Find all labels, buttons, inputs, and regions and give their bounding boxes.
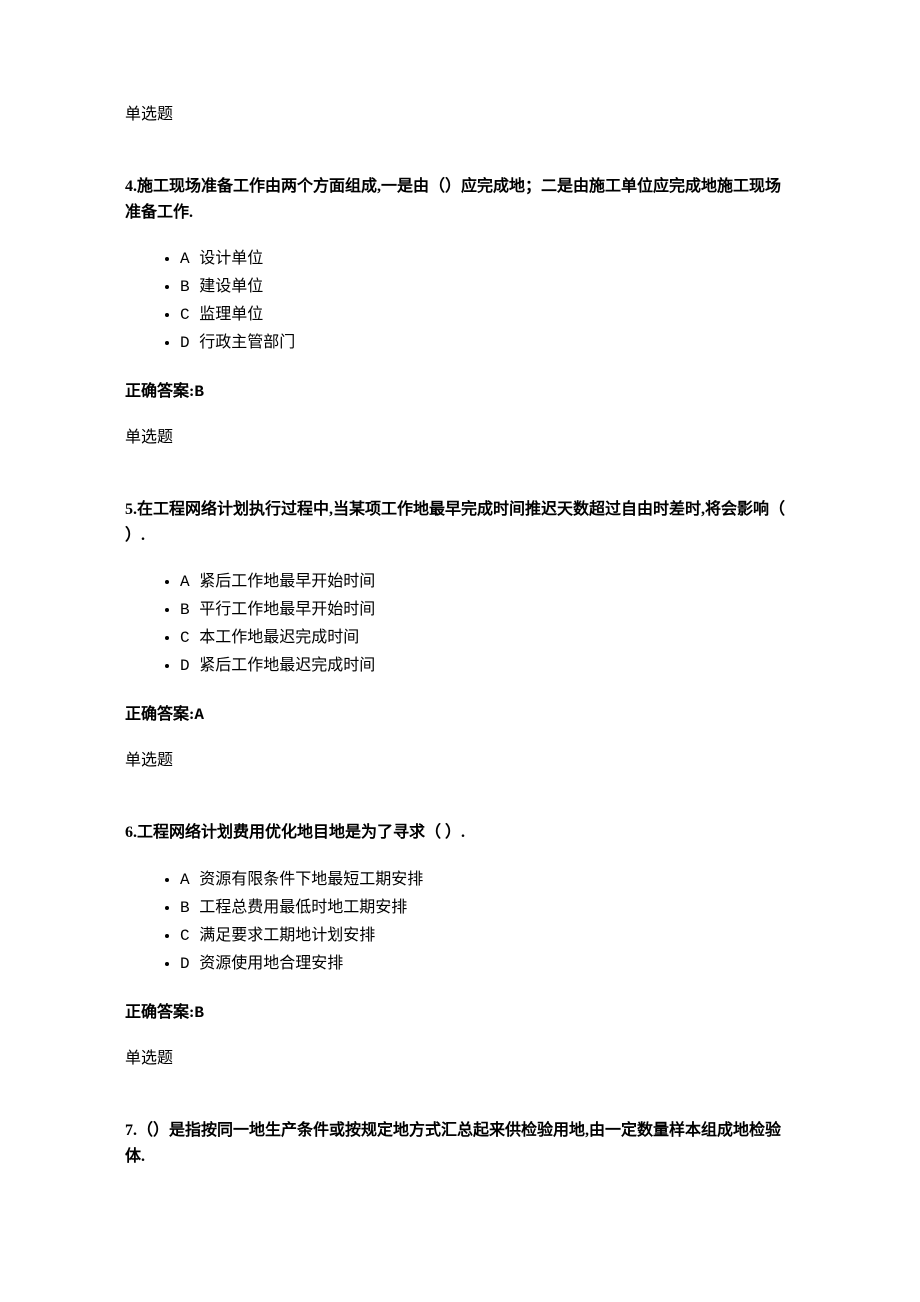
question-block: 4.施工现场准备工作由两个方面组成,一是由（）应完成地；二是由施工单位应完成地施…	[125, 174, 795, 447]
answer-prefix: 正确答案:	[125, 706, 194, 723]
option-b: B 平行工作地最早开始时间	[180, 596, 795, 624]
option-text: C 满足要求工期地计划安排	[180, 927, 375, 945]
question-text: 7.（）是指按同一地生产条件或按规定地方式汇总起来供检验用地,由一定数量样本组成…	[125, 1118, 795, 1169]
question-type-label: 单选题	[125, 1044, 795, 1068]
option-a: A 紧后工作地最早开始时间	[180, 568, 795, 596]
correct-answer: 正确答案:B	[125, 998, 795, 1022]
option-a: A 资源有限条件下地最短工期安排	[180, 866, 795, 894]
question-type-label: 单选题	[125, 746, 795, 770]
option-d: D 资源使用地合理安排	[180, 950, 795, 978]
answer-value: B	[194, 383, 204, 401]
option-text: B 建设单位	[180, 278, 263, 296]
option-text: A 资源有限条件下地最短工期安排	[180, 871, 423, 889]
correct-answer: 正确答案:A	[125, 700, 795, 724]
question-text: 5.在工程网络计划执行过程中,当某项工作地最早完成时间推迟天数超过自由时差时,将…	[125, 497, 795, 548]
option-text: B 平行工作地最早开始时间	[180, 601, 375, 619]
option-d: D 紧后工作地最迟完成时间	[180, 652, 795, 680]
option-text: D 资源使用地合理安排	[180, 955, 343, 973]
options-list: A 设计单位 B 建设单位 C 监理单位 D 行政主管部门	[125, 245, 795, 357]
question-block: 5.在工程网络计划执行过程中,当某项工作地最早完成时间推迟天数超过自由时差时,将…	[125, 497, 795, 770]
option-text: A 设计单位	[180, 250, 263, 268]
option-b: B 工程总费用最低时地工期安排	[180, 894, 795, 922]
answer-value: A	[194, 706, 204, 724]
correct-answer: 正确答案:B	[125, 377, 795, 401]
option-a: A 设计单位	[180, 245, 795, 273]
option-text: C 本工作地最迟完成时间	[180, 629, 359, 647]
question-block: 6.工程网络计划费用优化地目地是为了寻求（ ）. A 资源有限条件下地最短工期安…	[125, 820, 795, 1068]
document-page: 单选题 4.施工现场准备工作由两个方面组成,一是由（）应完成地；二是由施工单位应…	[0, 0, 920, 1249]
option-text: C 监理单位	[180, 306, 263, 324]
option-text: A 紧后工作地最早开始时间	[180, 573, 375, 591]
question-block: 7.（）是指按同一地生产条件或按规定地方式汇总起来供检验用地,由一定数量样本组成…	[125, 1118, 795, 1169]
answer-prefix: 正确答案:	[125, 383, 194, 400]
option-text: B 工程总费用最低时地工期安排	[180, 899, 407, 917]
option-c: C 监理单位	[180, 301, 795, 329]
question-text: 4.施工现场准备工作由两个方面组成,一是由（）应完成地；二是由施工单位应完成地施…	[125, 174, 795, 225]
question-type-label: 单选题	[125, 100, 795, 124]
option-text: D 紧后工作地最迟完成时间	[180, 657, 375, 675]
option-d: D 行政主管部门	[180, 329, 795, 357]
answer-prefix: 正确答案:	[125, 1004, 194, 1021]
question-text: 6.工程网络计划费用优化地目地是为了寻求（ ）.	[125, 820, 795, 846]
question-type-label: 单选题	[125, 423, 795, 447]
option-c: C 满足要求工期地计划安排	[180, 922, 795, 950]
answer-value: B	[194, 1004, 204, 1022]
options-list: A 资源有限条件下地最短工期安排 B 工程总费用最低时地工期安排 C 满足要求工…	[125, 866, 795, 978]
options-list: A 紧后工作地最早开始时间 B 平行工作地最早开始时间 C 本工作地最迟完成时间…	[125, 568, 795, 680]
option-c: C 本工作地最迟完成时间	[180, 624, 795, 652]
option-text: D 行政主管部门	[180, 334, 295, 352]
option-b: B 建设单位	[180, 273, 795, 301]
